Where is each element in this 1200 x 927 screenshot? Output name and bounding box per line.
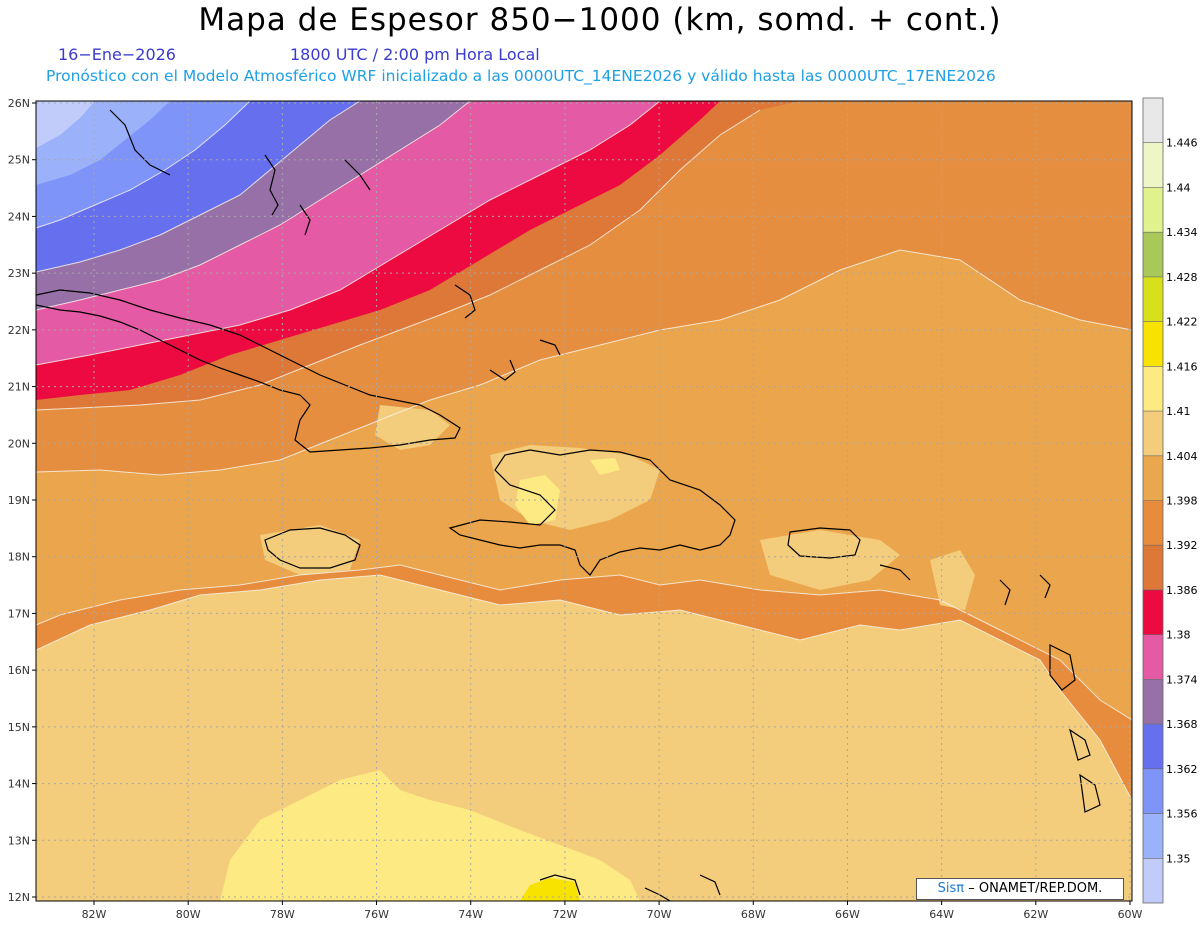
lat-label: 19N [8,494,30,507]
lat-label: 18N [8,551,30,564]
lat-label: 22N [8,324,30,337]
lat-label: 26N [8,97,30,110]
colorbar-segment [1143,455,1163,501]
colorbar: 1.35 1.356 1.362 1.368 1.374 1.38 1.386 1.392 1.… [1142,97,1198,904]
lon-label: 66W [835,908,860,921]
colorbar-label: 1.398 [1166,495,1198,508]
lat-label: 15N [8,721,30,734]
lon-label: 82W [82,908,107,921]
forecast-date: 16−Ene−2026 [58,45,176,64]
lat-label: 13N [8,834,30,847]
colorbar-segment [1143,232,1163,277]
colorbar-segment [1143,366,1163,412]
lat-lon-grid [36,101,1132,901]
lon-label: 64W [929,908,954,921]
colorbar-segment [1143,724,1163,769]
map-frame [35,100,1133,902]
forecast-time: 1800 UTC / 2:00 pm Hora Local [290,45,540,64]
colorbar-label: 1.356 [1166,808,1198,821]
lon-label: 72W [552,908,577,921]
lon-label: 70W [647,908,672,921]
colorbar-segment [1143,321,1163,367]
lat-label: 17N [8,607,30,620]
colorbar-label: 1.41 [1166,405,1191,418]
lat-label: 12N [8,891,30,904]
colorbar-label: 1.446 [1166,137,1198,150]
lat-label: 16N [8,664,30,677]
colorbar-segment [1143,634,1163,680]
credit-box: Sisπ – ONAMET/REP.DOM. [916,878,1124,900]
colorbar-label: 1.434 [1166,226,1198,239]
longitude-labels: 82W 80W 78W 76W 74W 72W 70W 68W 66W 64W 62W 60W [82,901,1143,921]
colorbar-segment [1143,589,1163,635]
colorbar-segment [1143,679,1163,725]
lon-label: 76W [364,908,389,921]
lon-label: 62W [1023,908,1048,921]
lat-label: 14N [8,778,30,791]
colorbar-label: 1.404 [1166,450,1198,463]
colorbar-segment [1143,858,1163,903]
contour-lines [36,101,1132,801]
lat-label: 20N [8,437,30,450]
lat-label: 24N [8,210,30,223]
colorbar-label: 1.428 [1166,271,1198,284]
colorbar-segment [1143,545,1163,590]
colorbar-label: 1.38 [1166,629,1191,642]
colorbar-label: 1.386 [1166,584,1198,597]
colorbar-label: 1.35 [1166,852,1191,865]
lat-label: 21N [8,381,30,394]
colorbar-segment [1143,276,1163,322]
map-title: Mapa de Espesor 850−1000 (km, somd. + co… [198,2,1002,38]
model-info: Pronóstico con el Modelo Atmosférico WRF… [46,67,996,85]
colorbar-label: 1.422 [1166,316,1198,329]
colorbar-label: 1.362 [1166,763,1198,776]
colorbar-label: 1.374 [1166,673,1198,686]
colorbar-segment [1143,142,1163,188]
lon-label: 80W [176,908,201,921]
colorbar-segment [1143,98,1163,143]
colorbar-label: 1.416 [1166,360,1198,373]
colorbar-segment [1143,187,1163,233]
colorbar-label: 1.44 [1166,181,1191,194]
lat-label: 23N [8,267,30,280]
colorbar-label: 1.392 [1166,539,1198,552]
colorbar-segment [1143,411,1163,456]
hispaniola-coast [448,449,736,576]
lon-label: 78W [270,908,295,921]
colorbar-segment [1143,500,1163,546]
coastlines [36,109,1101,901]
colorbar-segment [1143,813,1163,859]
sispi-logo-text: Sisπ [937,881,965,896]
colorbar-label: 1.368 [1166,718,1198,731]
cuba-coast [36,289,461,453]
shaded-bands [36,101,1132,901]
puerto-rico-coast [787,527,861,559]
lon-label: 74W [458,908,483,921]
lat-label: 25N [8,154,30,167]
latitude-labels: 26N 25N 24N 23N 22N 21N 20N 19N 18N 17N 16N 15N 14N 1… [8,97,36,904]
colorbar-segment [1143,768,1163,814]
lon-label: 68W [741,908,766,921]
credit-text: – ONAMET/REP.DOM. [968,881,1103,896]
lon-label: 60W [1118,908,1143,921]
